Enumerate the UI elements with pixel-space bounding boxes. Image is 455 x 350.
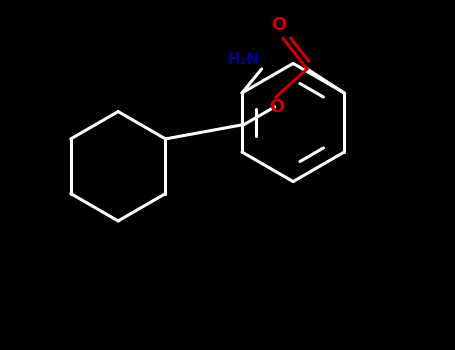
Text: H₂N: H₂N [228,52,259,67]
Text: O: O [271,16,286,34]
Text: O: O [269,98,284,116]
